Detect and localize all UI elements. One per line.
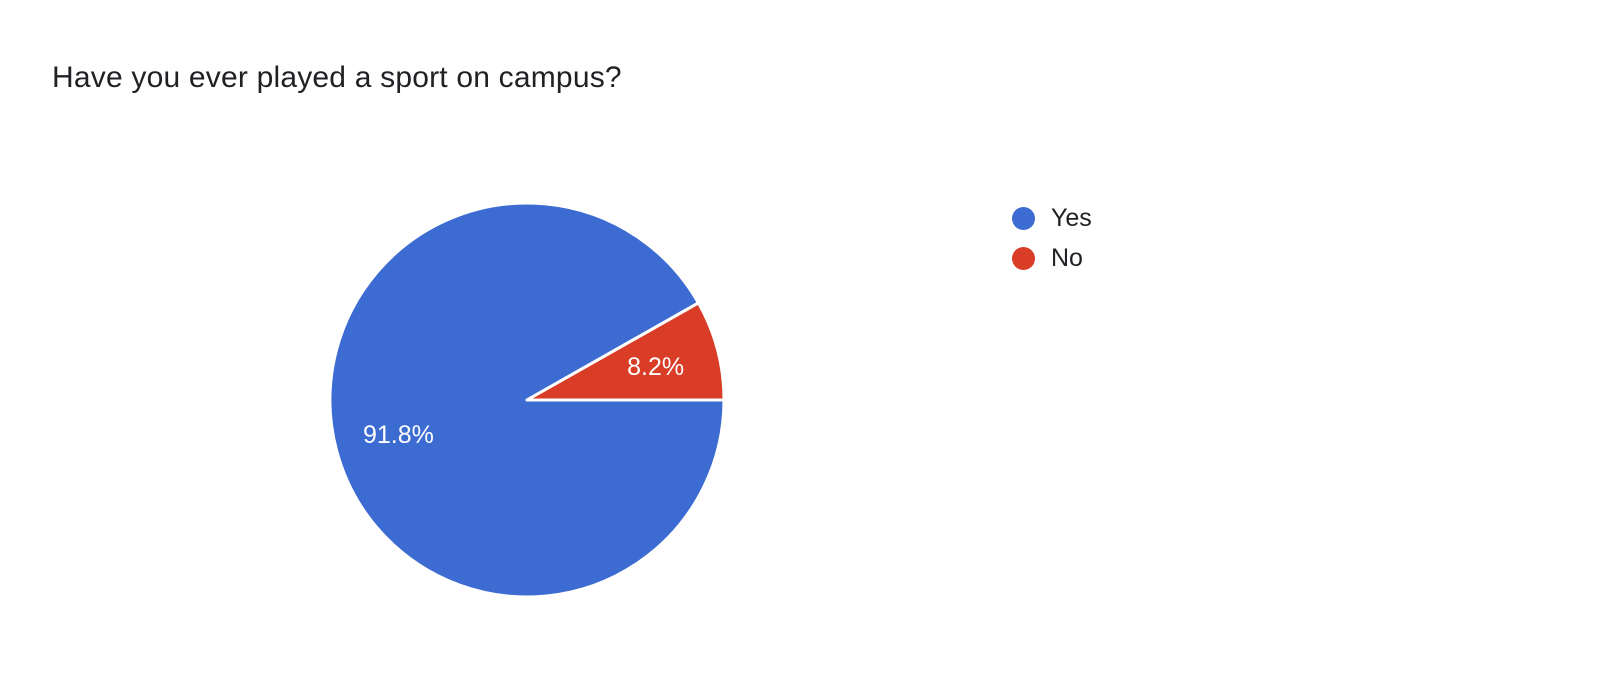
legend-item-no: No (1012, 244, 1092, 272)
legend: Yes No (1012, 204, 1092, 272)
legend-label-no: No (1051, 244, 1083, 272)
question-title: Have you ever played a sport on campus? (52, 61, 622, 94)
legend-label-yes: Yes (1051, 204, 1092, 232)
pie-slice-no[interactable] (525, 301, 726, 402)
pie-slice-label-no: 8.2% (627, 353, 684, 381)
legend-swatch-no-icon (1012, 247, 1035, 270)
legend-swatch-yes-icon (1012, 207, 1035, 230)
legend-item-yes: Yes (1012, 204, 1092, 232)
pie-chart: 91.8% 8.2% (328, 201, 726, 599)
pie-slice-label-yes: 91.8% (363, 421, 434, 449)
